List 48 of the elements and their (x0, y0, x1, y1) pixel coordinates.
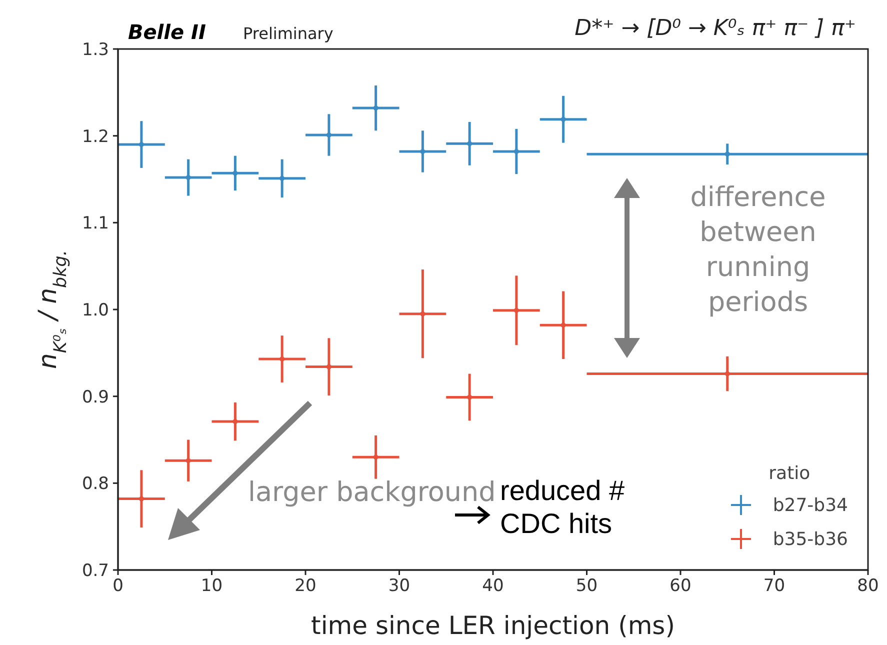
text: Belle II (128, 20, 206, 44)
legend-label: b27-b34 (772, 494, 848, 516)
point (514, 308, 519, 313)
y-tick-label: 0.7 (82, 561, 109, 582)
legend-label: b35-b36 (772, 528, 848, 550)
y-tick-label: 1.0 (82, 300, 109, 321)
point (373, 454, 378, 460)
point (724, 371, 730, 376)
point (232, 419, 238, 424)
y-tick-label: 1.2 (82, 126, 109, 147)
point (138, 496, 144, 502)
chart-title: D*⁺ → [D⁰ → K⁰ₛ π⁺ π⁻ ] π⁺ (574, 16, 856, 41)
point (280, 176, 285, 181)
x-tick-label: 50 (576, 576, 598, 596)
point (373, 106, 378, 111)
point (232, 170, 238, 176)
x-tick-label: 0 (112, 576, 124, 596)
point (280, 356, 285, 362)
text: Preliminary (243, 24, 334, 43)
point (467, 141, 472, 146)
y-tick-label: 1.3 (82, 40, 109, 60)
x-tick-label: 60 (670, 576, 692, 596)
point (560, 322, 566, 328)
y-tick-label: 0.8 (82, 474, 109, 494)
x-tick-label: 70 (763, 576, 786, 596)
point (138, 142, 144, 148)
x-axis-title: time since LER injection (ms) (311, 611, 675, 640)
point (467, 394, 472, 400)
x-tick-label: 30 (388, 576, 410, 596)
point (186, 175, 191, 180)
point (326, 132, 332, 138)
y-tick-label: 1.1 (82, 214, 109, 234)
point (186, 458, 191, 464)
point (514, 148, 519, 154)
point (326, 364, 332, 370)
point (420, 311, 426, 316)
point (420, 148, 426, 154)
annotation: difference between running periods (689, 181, 827, 320)
annotation: larger background (248, 476, 497, 509)
annotation: reduced # CDC hits (500, 474, 626, 540)
x-tick-label: 20 (294, 576, 316, 596)
point (560, 116, 566, 122)
x-tick-label: 80 (857, 576, 879, 596)
x-tick-label: 40 (482, 576, 504, 596)
y-tick-label: 0.9 (82, 387, 109, 408)
point (724, 152, 730, 157)
x-tick-label: 10 (200, 576, 223, 596)
legend-title: ratio (768, 463, 812, 484)
